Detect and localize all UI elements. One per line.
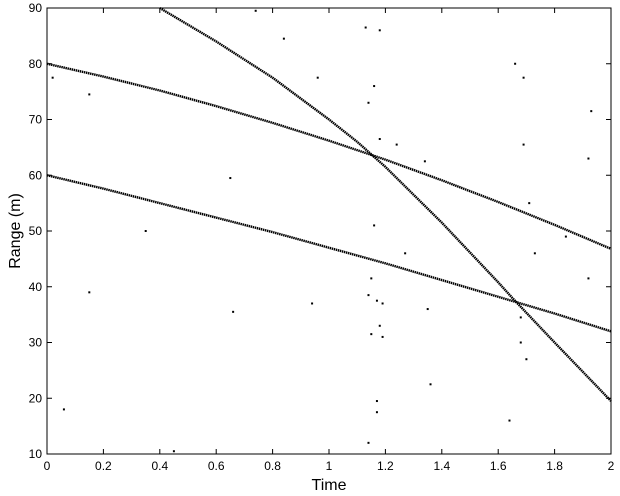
point <box>404 252 407 255</box>
point <box>370 333 373 336</box>
y-tick-label: 90 <box>29 1 43 15</box>
point <box>429 383 432 386</box>
point <box>525 358 528 361</box>
point <box>144 230 147 232</box>
x-tick-label: 0.4 <box>151 459 168 473</box>
x-axis-label: Time <box>312 477 347 494</box>
x-tick-label: 0.6 <box>208 459 225 473</box>
y-tick-label: 50 <box>29 224 43 238</box>
track-line <box>46 174 612 333</box>
track-line <box>159 6 612 402</box>
point <box>522 76 525 79</box>
x-tick-label: 1.8 <box>546 459 563 473</box>
point <box>364 26 367 29</box>
x-tick-label: 0.8 <box>264 459 281 473</box>
point <box>423 160 426 163</box>
point <box>254 9 257 12</box>
y-tick-label: 70 <box>29 113 43 127</box>
point <box>232 310 235 313</box>
y-tick-label: 40 <box>29 280 43 294</box>
x-tick-label: 1.6 <box>490 459 507 473</box>
point <box>172 450 175 453</box>
point <box>587 277 590 280</box>
point <box>282 37 285 40</box>
point <box>88 93 91 96</box>
point <box>378 324 381 327</box>
point <box>367 101 370 104</box>
point <box>373 85 376 88</box>
y-tick-label: 10 <box>29 447 43 461</box>
point <box>311 302 314 305</box>
point <box>51 76 54 79</box>
x-tick-label: 0.2 <box>95 459 112 473</box>
point <box>508 419 511 422</box>
point <box>519 341 522 344</box>
y-tick-label: 20 <box>29 391 43 405</box>
point <box>373 224 376 227</box>
point <box>590 110 593 113</box>
point <box>229 177 232 180</box>
point <box>375 400 378 403</box>
track-line <box>46 62 612 250</box>
point <box>522 143 525 146</box>
point <box>587 157 590 160</box>
y-axis-label: Range (m) <box>7 193 24 269</box>
point <box>375 411 378 414</box>
plot-frame <box>46 7 612 455</box>
point <box>375 299 378 302</box>
y-tick-label: 60 <box>29 168 43 182</box>
point <box>426 308 429 311</box>
x-tick-label: 1.2 <box>377 459 394 473</box>
point <box>62 408 65 411</box>
point <box>519 316 522 319</box>
point <box>381 335 384 338</box>
point <box>528 202 531 205</box>
y-tick-label: 80 <box>29 57 43 71</box>
point <box>381 302 384 305</box>
point <box>88 291 91 294</box>
y-tick-label: 30 <box>29 336 43 350</box>
point <box>395 143 398 146</box>
point <box>367 441 370 444</box>
point <box>367 294 370 297</box>
x-tick-label: 1 <box>326 459 333 473</box>
point <box>378 138 381 141</box>
point <box>533 252 536 255</box>
x-tick-label: 1.4 <box>433 459 450 473</box>
point <box>564 235 567 238</box>
point <box>514 62 517 65</box>
point <box>378 29 381 32</box>
x-tick-label: 0 <box>44 459 51 473</box>
point <box>370 277 373 280</box>
point <box>316 76 319 79</box>
x-tick-label: 2 <box>608 459 615 473</box>
